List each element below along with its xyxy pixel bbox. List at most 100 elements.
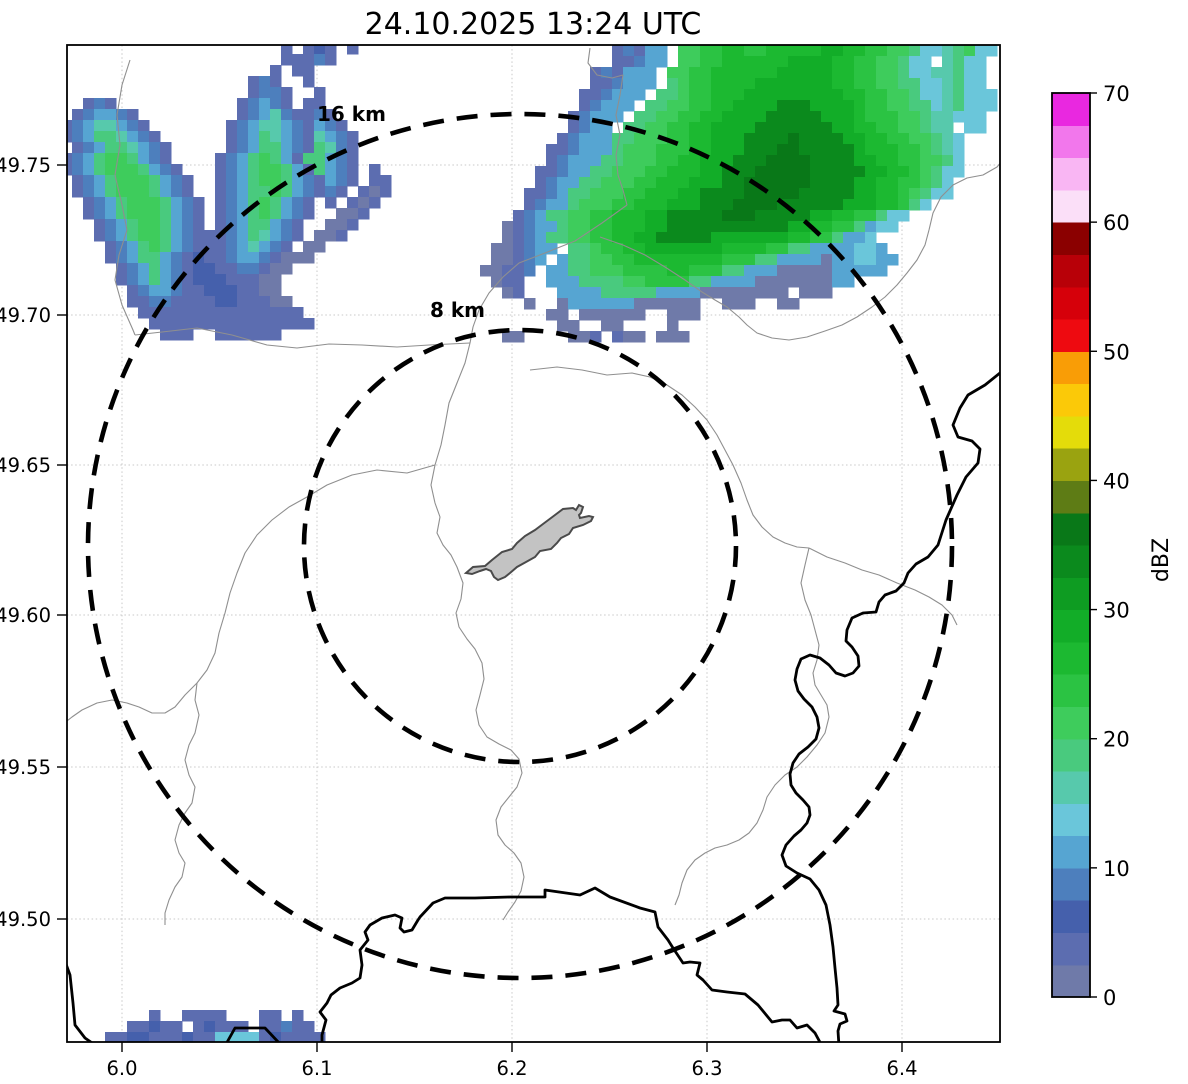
radar-cell: [171, 241, 183, 253]
radar-cell: [766, 45, 778, 57]
radar-cell: [953, 100, 965, 112]
radar-cell: [601, 100, 613, 112]
radar-cell: [953, 155, 965, 167]
radar-cell: [138, 307, 150, 319]
radar-cell: [347, 45, 359, 55]
radar-cell: [623, 56, 635, 68]
radar-cell: [909, 155, 921, 167]
radar-cell: [281, 208, 293, 220]
radar-cell: [314, 109, 326, 121]
radar-cell: [568, 166, 580, 178]
radar-cell: [667, 232, 679, 244]
radar-cell: [138, 153, 150, 165]
radar-cell: [733, 265, 745, 277]
radar-cell: [700, 265, 712, 277]
radar-cell: [777, 177, 789, 189]
radar-cell: [292, 109, 304, 121]
radar-cell: [226, 307, 238, 319]
radar-cell: [678, 166, 690, 178]
radar-cell: [127, 1021, 139, 1033]
radar-cell: [105, 98, 117, 110]
radar-cell: [645, 210, 657, 222]
radar-cell: [810, 265, 822, 277]
radar-cell: [953, 144, 965, 156]
radar-cell: [700, 45, 712, 57]
radar-cell: [766, 155, 778, 167]
radar-cell: [689, 56, 701, 68]
plot-title: 24.10.2025 13:24 UTC: [365, 7, 702, 42]
radar-cell: [832, 78, 844, 90]
radar-cell: [546, 166, 558, 178]
radar-cell: [832, 188, 844, 200]
radar-cell: [612, 111, 624, 123]
radar-cell: [590, 100, 602, 112]
radar-cell: [579, 111, 591, 123]
radar-cell: [171, 1021, 183, 1033]
colorbar-segment: [1052, 674, 1090, 708]
radar-cell: [953, 89, 965, 101]
radar-cell: [524, 188, 536, 200]
radar-cell: [634, 210, 646, 222]
radar-cell: [590, 144, 602, 156]
radar-cell: [810, 56, 822, 68]
radar-cell: [292, 230, 304, 242]
radar-cell: [546, 243, 558, 255]
radar-cell: [810, 144, 822, 156]
radar-cell: [215, 186, 227, 198]
radar-cell: [568, 144, 580, 156]
radar-cell: [689, 67, 701, 79]
radar-cell: [612, 265, 624, 277]
radar-cell: [799, 254, 811, 266]
radar-cell: [986, 89, 998, 101]
radar-cell: [876, 67, 888, 79]
radar-cell: [347, 197, 359, 209]
radar-cell: [733, 199, 745, 211]
radar-cell: [325, 142, 337, 154]
radar-cell: [215, 318, 227, 330]
radar-cell: [270, 252, 282, 264]
radar-cell: [215, 197, 227, 209]
radar-cell: [259, 76, 271, 88]
radar-cell: [303, 153, 315, 165]
radar-cell: [689, 265, 701, 277]
radar-cell: [711, 133, 723, 145]
radar-cell: [524, 232, 536, 244]
radar-cell: [777, 254, 789, 266]
radar-cell: [281, 1021, 293, 1033]
radar-cell: [634, 331, 646, 343]
radar-cell: [931, 155, 943, 167]
radar-cell: [799, 287, 811, 299]
radar-cell: [237, 186, 249, 198]
southwest-corner-border: [67, 962, 94, 1042]
radar-cell: [711, 67, 723, 79]
radar-cell: [193, 241, 205, 253]
radar-cell: [843, 78, 855, 90]
radar-cell: [281, 307, 293, 319]
radar-cell: [777, 287, 789, 299]
radar-cell: [215, 241, 227, 253]
radar-cell: [116, 263, 128, 275]
radar-cell: [964, 122, 976, 134]
radar-cell: [149, 153, 161, 165]
radar-cell: [292, 186, 304, 198]
radar-cell: [711, 243, 723, 255]
radar-cell: [700, 188, 712, 200]
y-tick-label: 49.75: [0, 154, 51, 177]
radar-cell: [700, 67, 712, 79]
radar-cell: [634, 78, 646, 90]
radar-cell: [700, 210, 712, 222]
radar-cell: [777, 265, 789, 277]
radar-cell: [865, 155, 877, 167]
radar-cell: [303, 241, 315, 253]
radar-cell: [369, 197, 381, 209]
radar-cell: [821, 45, 833, 57]
radar-cell: [259, 274, 271, 286]
radar-cell: [942, 78, 954, 90]
radar-cell: [799, 199, 811, 211]
admin-boundary-line: [808, 547, 958, 626]
radar-cell: [766, 177, 778, 189]
radar-cell: [722, 210, 734, 222]
radar-cell: [612, 276, 624, 288]
radar-cell: [248, 230, 260, 242]
radar-cell: [248, 76, 260, 88]
